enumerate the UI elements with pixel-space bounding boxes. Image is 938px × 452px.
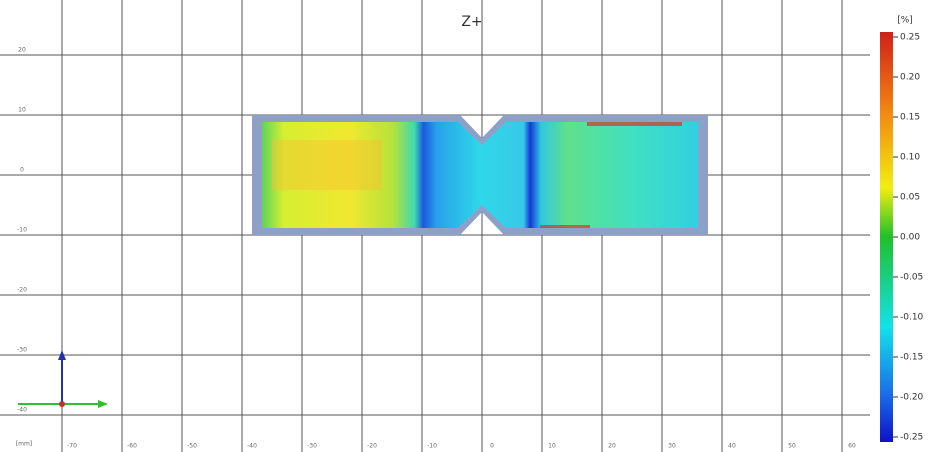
colorbar-label: 0.10 xyxy=(900,153,920,163)
x-tick-label: 40 xyxy=(728,443,736,450)
colorbar-label: -0.15 xyxy=(900,353,923,363)
x-tick-label: 10 xyxy=(548,443,556,450)
x-tick-label: 50 xyxy=(788,443,796,450)
colorbar-label: -0.25 xyxy=(900,433,923,443)
x-tick-label: -70 xyxy=(67,443,77,450)
strain-hotspot xyxy=(272,140,382,190)
x-tick-label: 60 xyxy=(848,443,856,450)
colorbar-unit: [%] xyxy=(897,16,913,26)
colorbar-label: -0.05 xyxy=(900,273,923,283)
y-tick-label: -30 xyxy=(17,347,27,354)
x-tick-label: 0 xyxy=(490,443,494,450)
colorbar-label: 0.05 xyxy=(900,193,920,203)
y-tick-label: -20 xyxy=(17,287,27,294)
x-tick-label: -30 xyxy=(307,443,317,450)
arrow-head xyxy=(98,400,108,408)
colorbar-label: 0.25 xyxy=(900,33,920,43)
x-tick-label: 30 xyxy=(668,443,676,450)
colorbar-label: 0.15 xyxy=(900,113,920,123)
colorbar-label: 0.00 xyxy=(900,233,920,243)
origin xyxy=(59,401,65,407)
y-tick-label: -10 xyxy=(17,227,27,234)
x-tick-label: -60 xyxy=(127,443,137,450)
y-tick-label: -40 xyxy=(17,407,27,414)
x-tick-label: 20 xyxy=(608,443,616,450)
view-title: Z+ xyxy=(461,14,482,30)
x-unit: [mm] xyxy=(16,441,32,448)
y-tick-label: 10 xyxy=(18,107,26,114)
y-tick-label: 0 xyxy=(20,167,24,174)
x-tick-label: -40 xyxy=(247,443,257,450)
x-tick-label: -50 xyxy=(187,443,197,450)
axis-triad xyxy=(18,350,108,408)
strain-edge xyxy=(587,122,682,126)
strain-edge xyxy=(540,225,590,228)
colorbar-label: -0.10 xyxy=(900,313,924,323)
colorbar xyxy=(880,32,893,442)
x-tick-label: -20 xyxy=(367,443,377,450)
strain-view: Z+ [mm] [%] -70 -60 -50 -40 -30 -20 -10 0 10 20 30… xyxy=(0,0,938,452)
colorbar-label: -0.20 xyxy=(900,393,924,403)
colorbar-label: 0.20 xyxy=(900,73,920,83)
x-tick-label: -10 xyxy=(427,443,437,450)
y-tick-label: 20 xyxy=(18,47,26,54)
